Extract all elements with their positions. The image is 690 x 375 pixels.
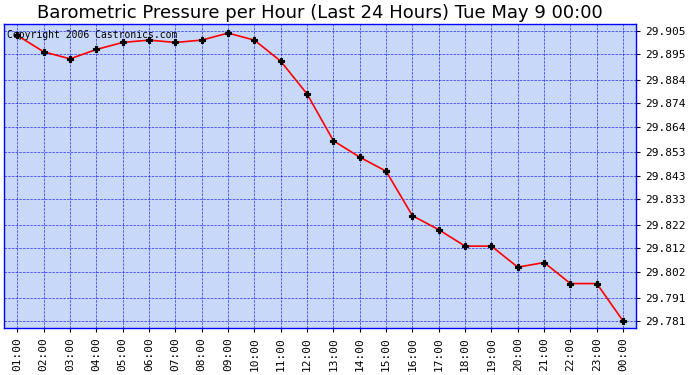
Title: Barometric Pressure per Hour (Last 24 Hours) Tue May 9 00:00: Barometric Pressure per Hour (Last 24 Ho… (37, 4, 603, 22)
Text: Copyright 2006 Castronics.com: Copyright 2006 Castronics.com (8, 30, 178, 40)
